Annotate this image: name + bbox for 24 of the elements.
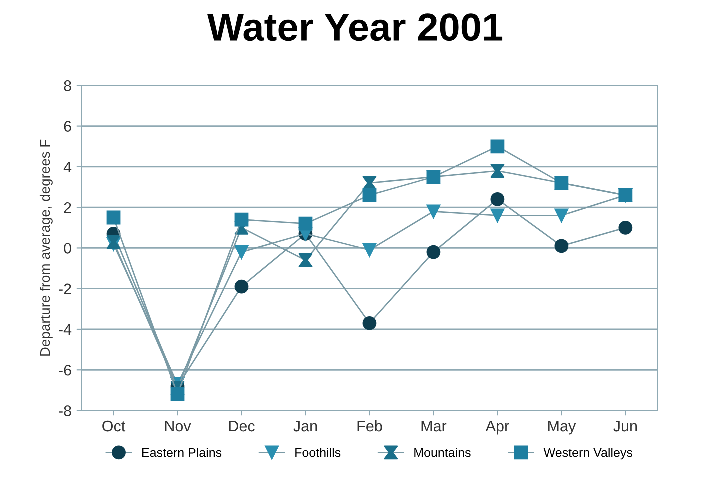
x-tick-label: Nov bbox=[165, 421, 192, 432]
x-tick-label: Apr bbox=[486, 421, 510, 435]
legend-label: Eastern Plains bbox=[142, 448, 222, 458]
y-tick-label: -6 bbox=[59, 364, 72, 376]
y-tick-label: 8 bbox=[64, 80, 72, 92]
y-tick-label: 2 bbox=[64, 202, 72, 214]
legend-label: Mountains bbox=[414, 448, 471, 458]
x-tick-label: Feb bbox=[358, 420, 382, 432]
y-tick-label: -2 bbox=[59, 284, 72, 294]
chart-title: Water Year 2001 bbox=[207, 14, 503, 42]
x-tick-label: Mar bbox=[422, 421, 447, 432]
y-tick-label: 4 bbox=[64, 162, 72, 172]
y-tick-label: 0 bbox=[64, 243, 72, 254]
legend-label: Western Valleys bbox=[544, 448, 633, 460]
x-tick-label: Jan bbox=[294, 421, 318, 432]
y-tick-label: -4 bbox=[59, 324, 72, 336]
x-tick-label: Dec bbox=[229, 421, 255, 432]
y-axis-title: Departure from average, degrees F bbox=[40, 140, 53, 356]
legend-label: Foothills bbox=[296, 448, 341, 458]
y-tick-label: -8 bbox=[59, 406, 72, 416]
y-tick-label: 6 bbox=[64, 121, 72, 132]
x-tick-label: May bbox=[548, 421, 576, 435]
x-tick-label: Oct bbox=[102, 420, 126, 432]
x-tick-label: Jun bbox=[614, 421, 638, 432]
